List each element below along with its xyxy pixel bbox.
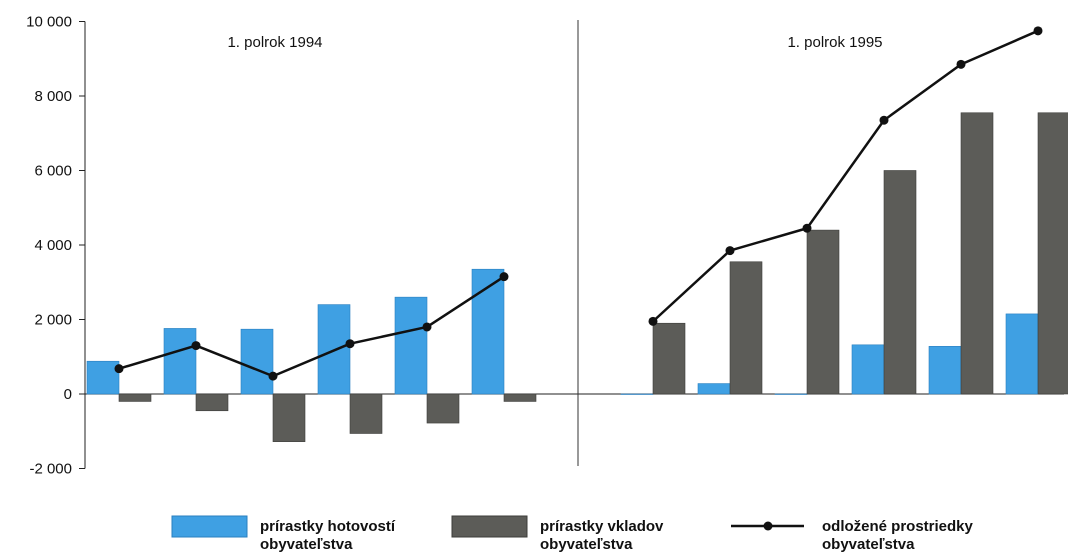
bar-vklady [960,112,994,395]
legend-swatch-hotovosti [171,515,248,538]
point-odlozene [1033,26,1043,36]
bar-hotovosti [928,346,962,395]
bar-hotovosti [471,268,505,395]
point-odlozene [802,223,812,233]
bar-hotovosti [86,360,120,395]
bar-hotovosti [163,328,197,395]
legend-label-vklady-line2: obyvateľstva [540,536,633,552]
bar-hotovosti [394,296,428,395]
bar-vklady [806,229,840,395]
bar-hotovosti [697,383,731,395]
bar-vklady [729,261,763,395]
bar-vklady [195,393,229,412]
point-odlozene [499,272,509,282]
legend-marker-odlozene [763,521,773,531]
y-tick-label: 8 000 [34,88,72,105]
bar-layer [86,112,1068,442]
bar-vklady [349,393,383,434]
bar-vklady [1037,112,1068,395]
point-odlozene [422,322,432,332]
point-odlozene [725,246,735,256]
series-line-odlozene [652,29,1039,323]
bar-vklady [652,322,686,395]
bar-hotovosti [1005,313,1039,395]
legend: prírastky hotovostí obyvateľstva prírast… [171,515,974,552]
line-layer [114,26,1043,381]
period-label-1995: 1. polrok 1995 [787,34,882,51]
bar-hotovosti [620,393,654,395]
y-tick-label: -2 000 [29,461,72,478]
y-tick-label: 6 000 [34,163,72,180]
bar-vklady [503,393,537,402]
point-odlozene [648,316,658,326]
y-tick-label: 2 000 [34,312,72,329]
bar-vklady [883,170,917,395]
point-odlozene [268,371,278,381]
bar-vklady [426,393,460,424]
bar-vklady [118,393,152,402]
legend-swatch-vklady [451,515,528,538]
axis-layer: -2 000 0 2 000 4 000 6 000 8 000 10 000 [26,14,1064,478]
legend-label-vklady-line1: prírastky vkladov [540,518,664,535]
legend-label-hotovosti-line1: prírastky hotovostí [260,518,396,535]
point-odlozene [345,339,355,349]
period-label-1994: 1. polrok 1994 [227,34,322,51]
point-odlozene [191,341,201,351]
y-tick-label: 10 000 [26,14,72,31]
label-layer: 1. polrok 1994 1. polrok 1995 [227,34,882,51]
series-line-odlozene [118,275,505,378]
legend-label-odlozene-line2: obyvateľstva [822,536,915,552]
bar-hotovosti [774,393,808,395]
y-tick-label: 0 [64,386,72,403]
y-tick-label: 4 000 [34,237,72,254]
bar-hotovosti [851,344,885,395]
legend-label-hotovosti-line2: obyvateľstva [260,536,353,552]
bar-vklady [272,393,306,442]
legend-label-odlozene-line1: odložené prostriedky [822,518,974,535]
bar-hotovosti [240,328,274,395]
point-odlozene [956,59,966,69]
point-odlozene [879,115,889,125]
point-odlozene [114,364,124,374]
